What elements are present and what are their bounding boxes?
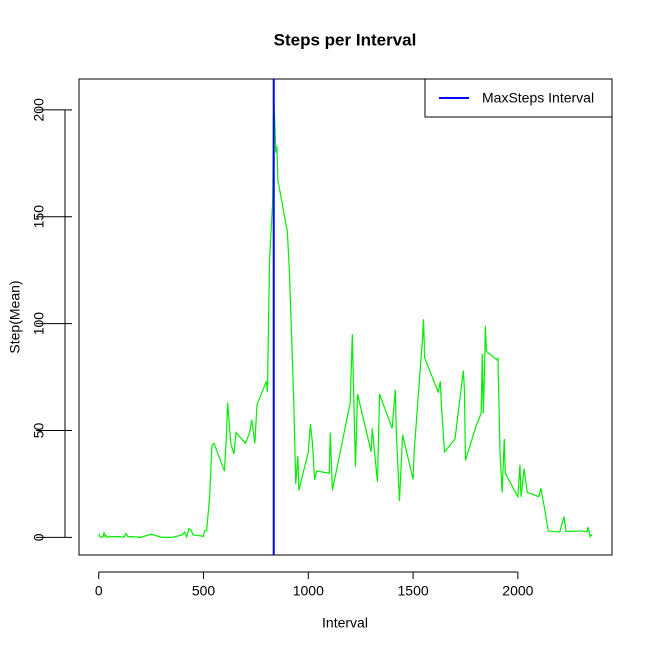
y-tick-label: 100 [31,312,47,336]
x-tick-label: 1500 [398,583,429,599]
y-tick-label: 150 [31,205,47,229]
x-tick-label: 500 [192,583,216,599]
x-tick-label: 1000 [293,583,324,599]
y-tick-label: 200 [31,98,47,122]
data-line [98,96,593,539]
x-tick-label: 2000 [502,583,533,599]
plot-frame [78,78,613,556]
chart-title: Steps per Interval [274,30,417,49]
x-tick-label: 0 [95,583,103,599]
x-axis-label: Interval [322,615,368,631]
y-axis-label: Step(Mean) [7,280,23,353]
y-tick-label: 50 [31,422,47,438]
legend-label: MaxSteps Interval [482,90,594,106]
y-tick-label: 0 [31,533,47,541]
